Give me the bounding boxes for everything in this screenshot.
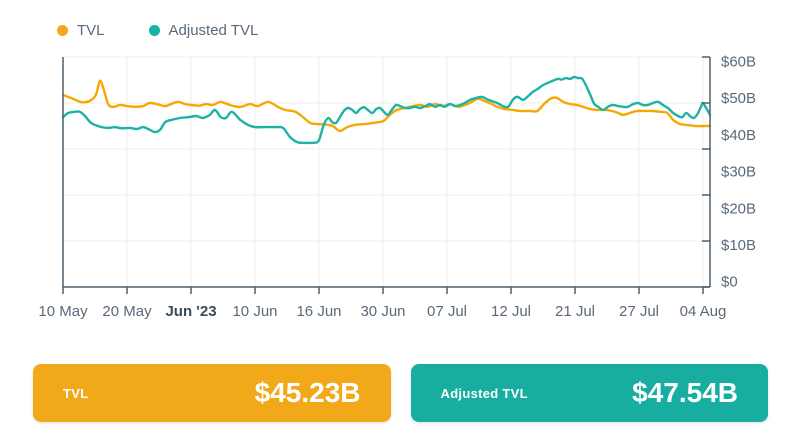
y-axis-label: $30B [721,164,756,181]
x-axis-label: 30 Jun [360,303,405,320]
legend-label-adjusted-tvl: Adjusted TVL [168,22,259,39]
adjusted-tvl-line [61,75,712,145]
x-axis-label: 20 May [102,303,152,320]
x-axis-label: 10 May [38,303,88,320]
y-axis-label: $10B [721,237,756,254]
x-axis-label: 12 Jul [491,303,531,320]
legend-label-tvl: TVL [77,22,105,39]
tvl-summary-card: TVL $45.23B [33,364,391,422]
tvl-card-value: $45.23B [254,377,361,408]
adjusted-tvl-card-label: Adjusted TVL [440,385,528,401]
tvl-chart[interactable]: 10 May 20 May Jun '23 10 Jun 16 Jun 30 Jun 07 … [0,0,800,340]
tvl-dot-icon [57,25,68,36]
adjusted-tvl-summary-card: Adjusted TVL $47.54B [410,364,768,422]
x-axis-label: 04 Aug [680,303,727,320]
x-axis-label: 27 Jul [619,303,659,320]
y-axis-label: $0 [721,274,738,291]
adjusted-tvl-card-value: $47.54B [632,377,738,408]
summary-cards: TVL $45.23B Adjusted TVL $47.54B [33,364,768,422]
x-axis-label: 16 Jun [296,303,341,320]
chart-legend: TVL Adjusted TVL [57,22,258,39]
x-axis-label: 10 Jun [232,303,277,320]
y-axis-label: $40B [721,127,756,144]
x-axis-label: 21 Jul [555,303,595,320]
x-axis-label: Jun '23 [165,303,216,320]
y-axis-label: $60B [721,54,756,71]
legend-item-adjusted-tvl[interactable]: Adjusted TVL [148,22,259,39]
legend-item-tvl[interactable]: TVL [57,22,105,39]
y-axis-label: $50B [721,90,756,107]
y-axis-label: $20B [721,200,756,217]
tvl-card-label: TVL [63,385,89,401]
adjusted-tvl-dot-icon [148,25,160,36]
x-axis-label: 07 Jul [427,303,467,320]
